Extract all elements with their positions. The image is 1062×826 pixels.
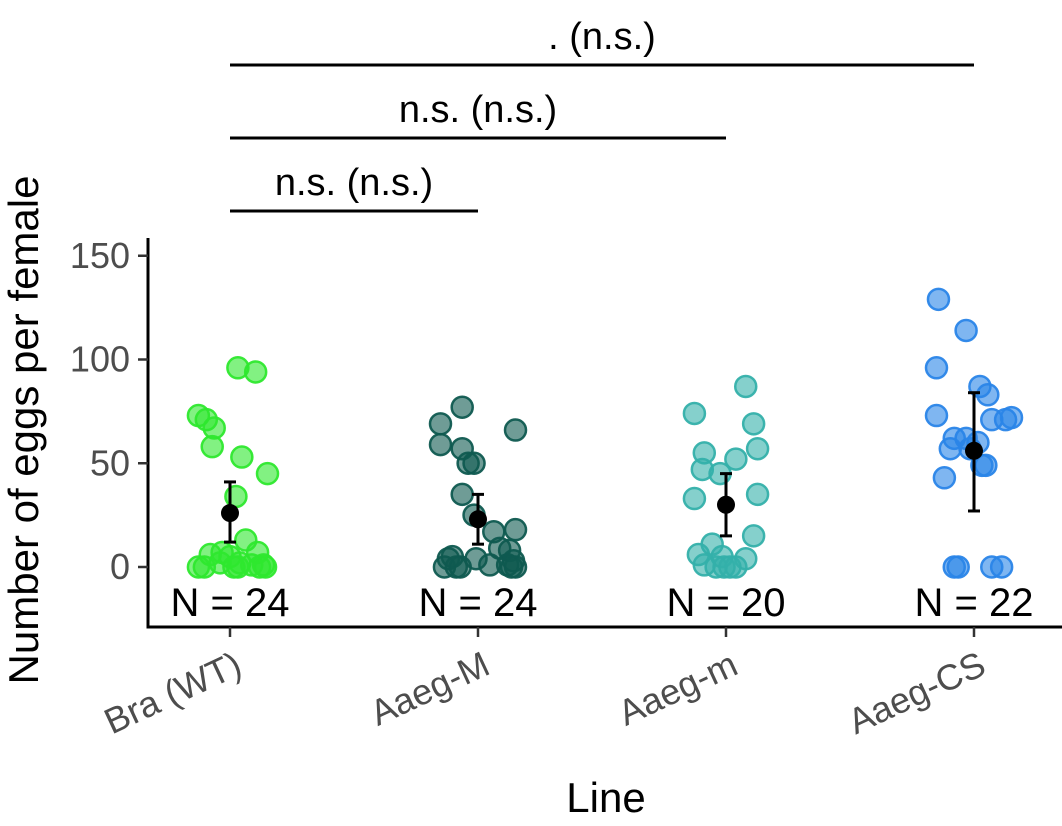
- data-point: [741, 524, 766, 548]
- significance-brackets: n.s. (n.s.) n.s. (n.s.) . (n.s.): [230, 16, 974, 213]
- data-point: [724, 447, 748, 471]
- sample-size-label: N = 24: [171, 581, 290, 625]
- comparison-label: n.s. (n.s.): [399, 89, 557, 131]
- axes: 0 50 100 150 Bra (WT) Aaeg-M Aaeg-m Aaeg-CS: [70, 235, 1062, 742]
- data-point: [450, 482, 474, 507]
- data-point: [230, 445, 254, 469]
- comparison-label: n.s. (n.s.): [275, 162, 433, 204]
- mean-point: [965, 441, 983, 460]
- data-point: [462, 451, 486, 475]
- y-tick-label: 0: [110, 546, 130, 587]
- data-point: [733, 374, 758, 399]
- data-point: [448, 555, 472, 579]
- data-point: [428, 412, 453, 436]
- comparison-label: . (n.s.): [548, 16, 656, 58]
- y-tick-label: 150: [70, 235, 130, 276]
- y-axis-title: Number of eggs per female: [0, 176, 47, 685]
- sample-size-labels: N = 24 N = 24 N = 20 N = 22: [171, 581, 1034, 625]
- data-point: [946, 555, 970, 579]
- mean-point: [717, 495, 735, 514]
- data-point: [976, 383, 1000, 407]
- y-tick-label: 50: [90, 442, 130, 483]
- data-point: [192, 555, 217, 579]
- x-axis-title: Line: [566, 774, 645, 821]
- data-point: [253, 555, 278, 579]
- y-tick-label: 100: [70, 339, 130, 380]
- data-point: [450, 395, 474, 419]
- mean-point: [221, 504, 239, 523]
- sample-size-label: N = 20: [667, 581, 786, 625]
- data-point: [682, 486, 707, 511]
- data-point: [724, 555, 748, 579]
- data-point: [226, 555, 250, 579]
- mean-error-bars: [221, 391, 983, 546]
- data-point: [932, 466, 957, 490]
- data-point: [255, 461, 280, 486]
- data-point: [924, 356, 949, 380]
- data-points: [186, 287, 1024, 579]
- x-tick-label: Bra (WT): [98, 643, 248, 742]
- data-point: [954, 318, 978, 343]
- data-point: [428, 432, 453, 457]
- data-point: [243, 360, 268, 384]
- sample-size-label: N = 22: [915, 581, 1034, 625]
- data-point: [989, 555, 1014, 579]
- data-point: [938, 436, 963, 461]
- data-point: [741, 412, 766, 436]
- data-point: [999, 405, 1024, 430]
- data-point: [503, 418, 528, 442]
- data-point: [200, 434, 224, 459]
- x-tick-label: Aaeg-m: [612, 643, 744, 733]
- mean-point: [469, 510, 487, 529]
- data-point: [682, 401, 707, 426]
- data-point: [745, 436, 770, 461]
- x-tick-label: Aaeg-CS: [842, 643, 992, 742]
- x-tick-label: Aaeg-M: [364, 643, 496, 733]
- data-point: [745, 482, 770, 507]
- data-point: [503, 555, 528, 579]
- sample-size-label: N = 24: [419, 581, 538, 625]
- data-point: [926, 287, 951, 312]
- data-point: [924, 403, 949, 428]
- data-point: [503, 517, 528, 542]
